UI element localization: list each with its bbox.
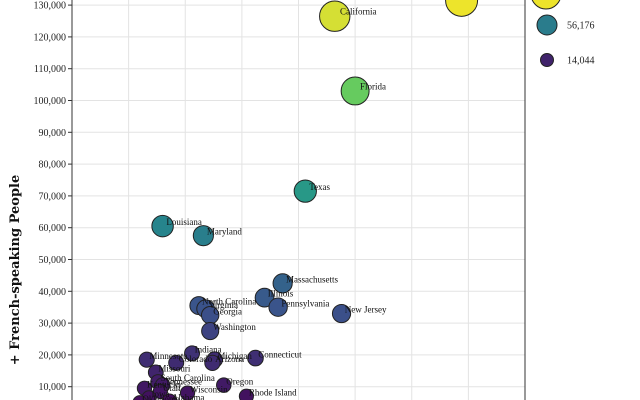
point-labels: California Florida Texas Louisiana Maryland M…: [142, 7, 387, 400]
point-rhode-island: [238, 388, 254, 400]
label-washington: Washington: [213, 322, 256, 332]
label-connecticut: Connecticut: [258, 349, 302, 359]
point-pennsylvania: [268, 297, 288, 317]
label-iowa: Iowa: [151, 389, 169, 399]
point-wisconsin: [179, 385, 196, 400]
y-tick-label: 120,000: [34, 32, 67, 43]
point-oklahoma: [132, 395, 147, 400]
point-california: [319, 0, 351, 32]
y-tick-label: 50,000: [39, 255, 67, 266]
label-alabama: Alabama: [172, 392, 204, 400]
y-tick-label: 20,000: [39, 350, 67, 361]
point-connecticut: [247, 349, 264, 367]
label-texas: Texas: [309, 182, 330, 192]
point-new-jersey: [331, 303, 352, 324]
label-oklahoma: Oklahoma: [142, 394, 180, 400]
y-tick-label: 10,000: [39, 382, 67, 393]
y-tick-label: 60,000: [39, 223, 67, 234]
point-utah: [152, 383, 168, 400]
point-arizona: [204, 354, 221, 371]
legend-swatch-14-044: [540, 53, 554, 67]
label-maryland: Maryland: [207, 227, 242, 237]
point-maryland: [192, 225, 214, 247]
label-utah: Utah: [163, 383, 181, 393]
label-virginia: Virginia: [209, 300, 238, 310]
y-tick-label: 80,000: [39, 160, 67, 171]
label-kentucky: Kentucky: [147, 380, 182, 390]
point-louisiana: [151, 214, 174, 238]
label-rhode-island: Rhode Island: [249, 388, 297, 398]
legend-label: 56,176: [567, 21, 595, 32]
label-new-jersey: New Jersey: [345, 305, 387, 315]
legend-swatch-56-176: [536, 14, 558, 36]
label-south-carolina: South Carolina: [161, 373, 215, 383]
point-massachusetts: [272, 273, 293, 294]
label-oregon: Oregon: [226, 376, 253, 386]
label-wisconsin: Wisconsin: [190, 384, 228, 394]
y-axis-label: + French-speaking People: [8, 175, 23, 366]
label-arizona: Arizona: [215, 354, 244, 364]
legend: 56,176 14,044: [531, 0, 595, 67]
point-colorado: [168, 354, 185, 371]
label-florida: Florida: [360, 82, 386, 92]
y-tick-label: 130,000: [34, 1, 67, 12]
label-colorado: Colorado: [179, 354, 213, 364]
label-missouri: Missouri: [158, 364, 191, 374]
point-texas: [293, 179, 317, 203]
y-tick-label: 40,000: [39, 287, 67, 298]
point-oregon: [216, 377, 232, 393]
label-minnesota: Minnesota: [149, 351, 187, 361]
label-massachusetts: Massachusetts: [286, 274, 338, 284]
label-tennessee: Tennessee: [165, 376, 202, 386]
legend-label: 14,044: [567, 56, 595, 67]
label-louisiana: Louisiana: [166, 217, 202, 227]
y-tick-label: 100,000: [34, 96, 67, 107]
label-georgia: Georgia: [213, 306, 242, 316]
point-minnesota: [138, 351, 155, 368]
label-indiana: Indiana: [195, 345, 222, 355]
label-north-carolina: North Carolina: [202, 297, 256, 307]
y-tick-label: 110,000: [34, 64, 66, 75]
y-tick-label: 30,000: [39, 319, 67, 330]
y-tick-labels: 10,000 20,000 30,000 40,000 50,000 60,000 70,0…: [34, 1, 72, 393]
label-michigan: Michigan: [217, 351, 252, 361]
label-pennsylvania: Pennsylvania: [281, 298, 329, 308]
point-unlabeled-top-state: [445, 0, 479, 17]
point-indiana: [184, 345, 201, 362]
data-points: [132, 0, 479, 400]
point-washington: [201, 322, 220, 341]
label-california: California: [340, 7, 377, 17]
point-alabama: [161, 393, 177, 400]
axes: [71, 0, 526, 400]
point-florida: [340, 76, 370, 106]
point-illinois: [254, 287, 275, 308]
legend-swatch-large: [531, 0, 561, 10]
label-illinois: Illinois: [268, 289, 294, 299]
y-tick-label: 70,000: [39, 191, 67, 202]
y-tick-label: 90,000: [39, 128, 67, 139]
